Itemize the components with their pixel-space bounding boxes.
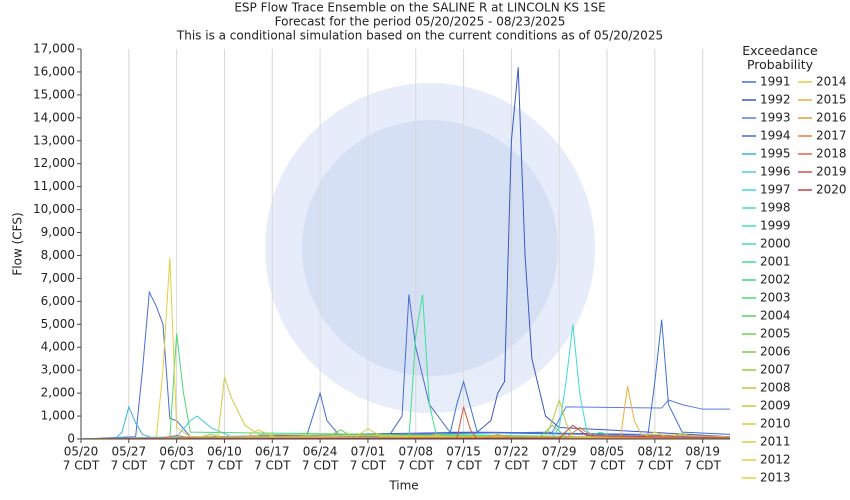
y-tick-label: 1,000 bbox=[41, 409, 75, 423]
y-axis-label: Flow (CFS) bbox=[11, 212, 25, 275]
chart-title: ESP Flow Trace Ensemble on the SALINE R … bbox=[234, 1, 605, 15]
x-tick-label: 06/24 bbox=[303, 445, 338, 459]
series-line bbox=[80, 399, 730, 440]
legend-label: 2001 bbox=[760, 255, 791, 269]
y-tick-label: 6,000 bbox=[41, 294, 75, 308]
y-tick-label: 8,000 bbox=[41, 248, 75, 262]
legend-label: 2014 bbox=[816, 75, 847, 89]
legend-label: 2007 bbox=[760, 363, 791, 377]
x-tick-label: 05/20 bbox=[64, 445, 99, 459]
x-tick-label: 07/08 bbox=[398, 445, 433, 459]
legend-label: 2013 bbox=[760, 471, 791, 485]
x-tick-label: 7 CDT bbox=[541, 459, 578, 473]
series-line bbox=[80, 319, 731, 440]
x-tick-label: 08/12 bbox=[638, 445, 673, 459]
x-tick-label: 07/15 bbox=[446, 445, 481, 459]
y-tick-label: 14,000 bbox=[33, 110, 75, 124]
legend-label: 1995 bbox=[760, 147, 791, 161]
chart-subtitle: This is a conditional simulation based o… bbox=[176, 29, 663, 43]
legend-label: 2011 bbox=[760, 435, 791, 449]
x-tick-label: 05/27 bbox=[112, 445, 147, 459]
legend-label: 2003 bbox=[760, 291, 791, 305]
legend-label: 2006 bbox=[760, 345, 791, 359]
x-tick-label: 07/29 bbox=[542, 445, 577, 459]
series-line bbox=[80, 324, 731, 440]
y-tick-label: 15,000 bbox=[33, 87, 75, 101]
legend-label: 2010 bbox=[760, 417, 791, 431]
x-tick-label: 7 CDT bbox=[63, 459, 100, 473]
x-tick-label: 7 CDT bbox=[158, 459, 195, 473]
x-tick-label: 07/01 bbox=[351, 445, 386, 459]
y-tick-label: 4,000 bbox=[41, 340, 75, 354]
chart-subtitle: Forecast for the period 05/20/2025 - 08/… bbox=[275, 15, 566, 29]
legend-label: 1999 bbox=[760, 219, 791, 233]
y-tick-label: 9,000 bbox=[41, 225, 75, 239]
legend-label: 1998 bbox=[760, 201, 791, 215]
legend-label: 2008 bbox=[760, 381, 791, 395]
x-tick-label: 7 CDT bbox=[637, 459, 674, 473]
x-tick-label: 06/17 bbox=[255, 445, 290, 459]
legend-title: Exceedance Probability bbox=[742, 43, 818, 72]
y-tick-label: 13,000 bbox=[33, 133, 75, 147]
y-tick-label: 2,000 bbox=[41, 386, 75, 400]
legend-label: 2012 bbox=[760, 453, 791, 467]
x-tick-label: 06/10 bbox=[207, 445, 242, 459]
y-tick-label: 11,000 bbox=[33, 179, 75, 193]
y-tick-label: 17,000 bbox=[33, 42, 75, 56]
x-tick-label: 7 CDT bbox=[589, 459, 626, 473]
legend-label: 2020 bbox=[816, 183, 847, 197]
legend-label: 1996 bbox=[760, 165, 791, 179]
y-tick-label: 3,000 bbox=[41, 363, 75, 377]
x-tick-label: 06/03 bbox=[159, 445, 194, 459]
x-tick-label: 7 CDT bbox=[350, 459, 387, 473]
legend-label: 1997 bbox=[760, 183, 791, 197]
x-tick-label: 7 CDT bbox=[302, 459, 339, 473]
legend-label: 2016 bbox=[816, 111, 847, 125]
legend-label: 2018 bbox=[816, 147, 847, 161]
x-tick-label: 7 CDT bbox=[684, 459, 721, 473]
legend-label: 2019 bbox=[816, 165, 847, 179]
y-tick-label: 10,000 bbox=[33, 202, 75, 216]
legend-label: 2000 bbox=[760, 237, 791, 251]
y-tick-label: 5,000 bbox=[41, 317, 75, 331]
x-tick-label: 08/19 bbox=[685, 445, 720, 459]
legend-label: 2002 bbox=[760, 273, 791, 287]
legend-label: 1991 bbox=[760, 75, 791, 89]
y-tick-label: 7,000 bbox=[41, 271, 75, 285]
x-tick-label: 7 CDT bbox=[493, 459, 530, 473]
x-axis-label: Time bbox=[388, 479, 418, 493]
y-tick-label: 16,000 bbox=[33, 64, 75, 78]
x-tick-label: 7 CDT bbox=[398, 459, 435, 473]
legend-label: 1994 bbox=[760, 129, 791, 143]
legend-label: 2015 bbox=[816, 93, 847, 107]
legend-label: 2009 bbox=[760, 399, 791, 413]
series-line bbox=[80, 424, 731, 440]
legend-label: 2004 bbox=[760, 309, 791, 323]
x-tick-label: 7 CDT bbox=[254, 459, 291, 473]
x-tick-label: 7 CDT bbox=[111, 459, 148, 473]
legend-label: 1993 bbox=[760, 111, 791, 125]
series-line bbox=[80, 386, 731, 440]
legend-label: 1992 bbox=[760, 93, 791, 107]
legend-label: 2017 bbox=[816, 129, 847, 143]
y-tick-label: 12,000 bbox=[33, 156, 75, 170]
x-tick-label: 08/05 bbox=[590, 445, 625, 459]
legend-label: 2005 bbox=[760, 327, 791, 341]
x-tick-label: 7 CDT bbox=[206, 459, 243, 473]
watermark bbox=[265, 83, 595, 413]
x-tick-label: 7 CDT bbox=[445, 459, 482, 473]
y-tick-label: 0 bbox=[67, 432, 75, 446]
x-tick-label: 07/22 bbox=[494, 445, 529, 459]
